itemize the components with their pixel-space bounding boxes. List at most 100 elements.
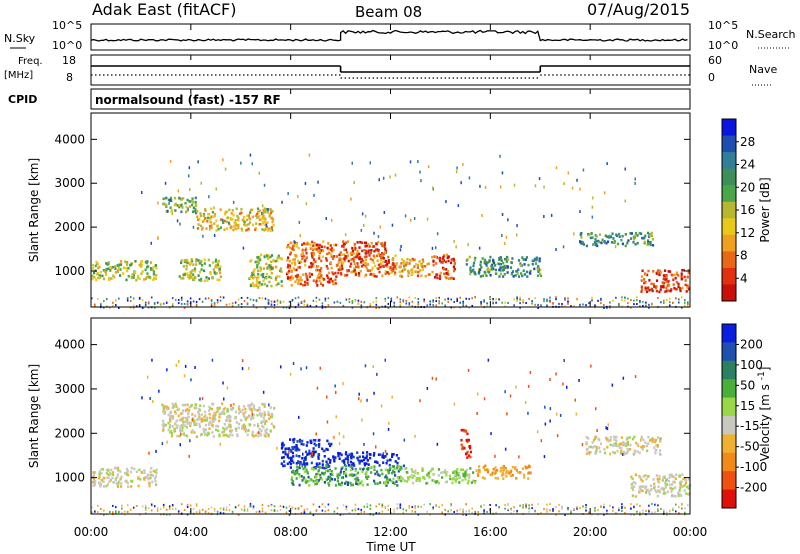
echo-cell — [648, 289, 651, 292]
echo-cell — [609, 306, 611, 309]
echo-cell — [649, 243, 652, 247]
echo-cell — [165, 508, 168, 511]
echo-cell — [210, 303, 213, 306]
echo-cell — [387, 508, 390, 511]
echo-cell — [561, 303, 563, 305]
echo-cell — [349, 258, 352, 262]
echo-cell — [133, 467, 136, 471]
echo-cell — [144, 304, 147, 306]
echo-cell — [503, 242, 506, 245]
echo-cell — [246, 429, 249, 432]
echo-cell — [334, 271, 337, 275]
echo-cell — [178, 275, 181, 278]
echo-cell — [630, 475, 633, 479]
echo-cell — [634, 482, 637, 485]
echo-cell — [421, 265, 424, 269]
echo-cell — [504, 467, 507, 470]
echo-cell — [466, 481, 469, 485]
echo-cell — [455, 245, 457, 249]
echo-cell — [276, 259, 279, 263]
echo-cell — [422, 260, 425, 264]
echo-cell — [171, 425, 174, 428]
echo-cell — [609, 452, 611, 456]
echo-cell — [534, 510, 536, 513]
echo-cell — [216, 265, 219, 269]
echo-cell — [484, 468, 487, 472]
echo-cell — [207, 512, 210, 515]
echo-cell — [462, 508, 464, 511]
echo-cell — [294, 447, 297, 450]
echo-cell — [315, 300, 318, 303]
echo-cell — [326, 448, 329, 451]
echo-cell — [349, 465, 352, 468]
echo-cell — [256, 409, 259, 412]
colorbar-swatch — [722, 416, 736, 435]
echo-cell — [329, 473, 332, 476]
echo-cell — [305, 251, 308, 255]
echo-cell — [237, 426, 240, 430]
echo-cell — [443, 272, 446, 276]
echo-cell — [91, 274, 94, 278]
echo-cell — [317, 465, 320, 469]
echo-cell — [361, 212, 364, 216]
echo-cell — [567, 297, 569, 300]
echo-cell — [127, 485, 130, 488]
echo-cell — [585, 506, 587, 509]
echo-cell — [234, 416, 237, 420]
echo-cell — [261, 297, 264, 300]
echo-cell — [135, 505, 138, 507]
echo-cell — [207, 277, 210, 280]
echo-cell — [312, 480, 315, 483]
echo-cell — [276, 299, 279, 302]
echo-cell — [466, 432, 469, 436]
echo-cell — [393, 482, 396, 486]
echo-cell — [305, 462, 309, 466]
date-title: 07/Aug/2015 — [587, 0, 690, 19]
echo-cell — [353, 242, 356, 246]
echo-cell — [500, 474, 504, 477]
echo-cell — [123, 513, 126, 516]
echo-cell — [515, 469, 518, 472]
echo-cell — [421, 258, 424, 262]
echo-cell — [267, 229, 270, 232]
echo-cell — [94, 303, 96, 306]
echo-cell — [249, 153, 252, 157]
echo-cell — [367, 243, 370, 246]
echo-cell — [453, 262, 457, 265]
echo-cell — [340, 257, 343, 261]
colorbar-tick-label: 100 — [740, 358, 763, 372]
echo-cell — [492, 300, 494, 303]
echo-cell — [342, 504, 345, 507]
echo-cell — [641, 489, 644, 493]
echo-cell — [385, 474, 388, 477]
echo-cell — [573, 508, 575, 511]
echo-cell — [613, 438, 616, 441]
echo-cell — [288, 450, 290, 454]
echo-cell — [677, 494, 680, 498]
echo-cell — [683, 275, 686, 279]
echo-cell — [484, 260, 488, 264]
echo-cell — [636, 443, 639, 446]
echo-cell — [369, 161, 371, 165]
echo-cell — [244, 224, 247, 227]
echo-cell — [308, 242, 311, 246]
echo-cell — [411, 470, 414, 474]
echo-cell — [536, 430, 539, 434]
echo-cell — [308, 153, 311, 157]
echo-cell — [202, 427, 205, 431]
echo-cell — [298, 220, 301, 224]
echo-cell — [431, 479, 434, 482]
echo-cell — [499, 269, 502, 272]
echo-cell — [300, 260, 303, 264]
echo-cell — [327, 477, 330, 481]
echo-cell — [150, 509, 153, 512]
echo-cell — [420, 505, 422, 508]
echo-cell — [165, 405, 168, 409]
echo-cell — [618, 446, 621, 449]
echo-cell — [170, 432, 173, 435]
echo-cell — [360, 257, 363, 261]
echo-cell — [644, 234, 647, 238]
echo-cell — [337, 268, 340, 271]
echo-cell — [339, 301, 342, 304]
